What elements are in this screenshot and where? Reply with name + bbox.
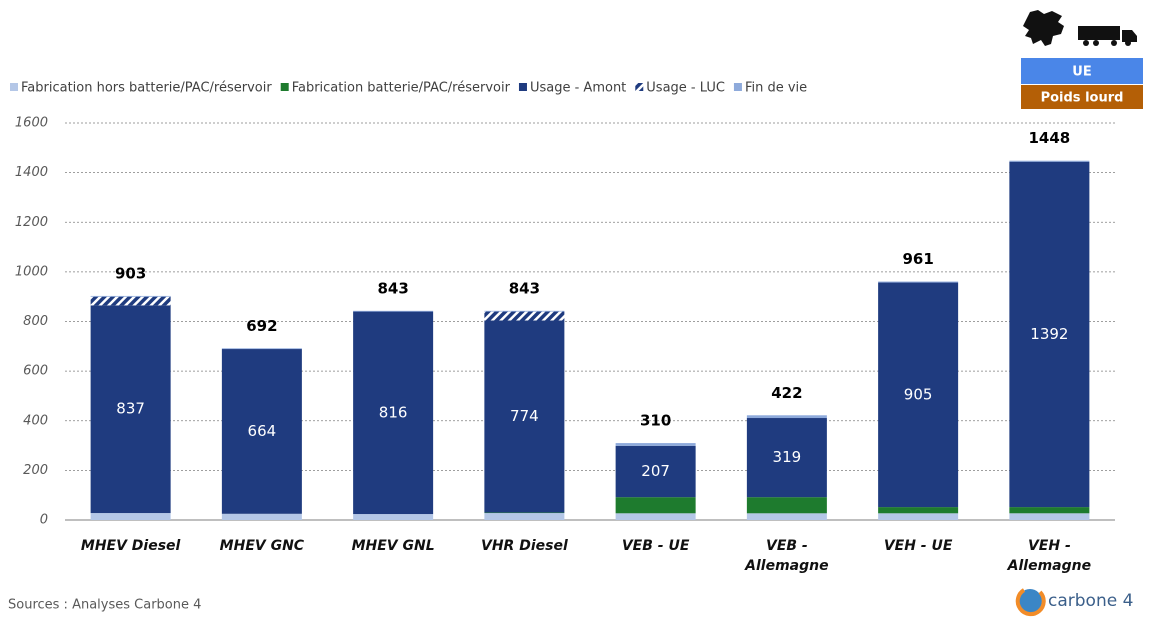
legend-label: Fabrication batterie/PAC/réservoir	[292, 81, 511, 96]
x-tick-label: MHEV GNL	[352, 538, 435, 554]
logo-mark	[1018, 589, 1044, 614]
x-tick-line: Allemagne	[744, 558, 828, 574]
x-tick-label: VEH - UE	[884, 538, 953, 554]
bar-segment	[484, 513, 564, 520]
europe-icon	[1023, 10, 1064, 46]
bar-segment	[222, 348, 302, 349]
bar-segment	[878, 507, 958, 513]
value-label: 1392	[1030, 325, 1068, 343]
legend-label: Usage - LUC	[646, 81, 725, 96]
y-tick-label: 1600	[15, 116, 48, 131]
x-tick-label: VEB - UE	[622, 538, 690, 554]
segment-label: Poids lourd	[1041, 91, 1124, 106]
bar-segment	[616, 513, 696, 520]
x-tick-line: VEH -	[1028, 538, 1071, 554]
y-tick-label: 1400	[15, 165, 48, 180]
bar-segment	[484, 311, 564, 312]
bar-segment	[1009, 513, 1089, 520]
x-tick-line: Allemagne	[1007, 558, 1091, 574]
bar-segment	[1009, 161, 1089, 162]
value-label: 837	[116, 400, 145, 418]
total-label: 961	[902, 250, 933, 268]
bar-segment	[616, 497, 696, 513]
value-label: 207	[641, 462, 670, 480]
legend-label: Fin de vie	[745, 81, 807, 96]
bar-segment	[353, 514, 433, 520]
total-label: 310	[640, 412, 671, 430]
y-tick-label: 400	[23, 413, 48, 428]
x-tick-line: VEB -	[766, 538, 808, 554]
y-tick-label: 1000	[15, 264, 48, 279]
value-label: 774	[510, 407, 539, 425]
bar-segment	[616, 443, 696, 446]
total-label: 843	[377, 279, 408, 297]
value-label: 664	[248, 422, 277, 440]
value-label: 905	[904, 385, 933, 403]
bar-segment	[222, 514, 302, 520]
legend-label: Fabrication hors batterie/PAC/réservoir	[21, 81, 272, 96]
y-tick-label: 200	[23, 463, 48, 478]
truck-icon	[1078, 26, 1137, 46]
bar-segment	[91, 513, 171, 520]
bar-segment	[91, 296, 171, 297]
total-label: 422	[771, 384, 802, 402]
legend-label: Usage - Amont	[530, 81, 626, 96]
total-label: 692	[246, 317, 277, 335]
bar-segment	[878, 282, 958, 283]
bar-segment	[878, 513, 958, 520]
x-tick-label: VEB - Allemagne	[744, 538, 828, 574]
bar-segment	[747, 513, 827, 520]
y-tick-label: 0	[40, 513, 48, 528]
y-tick-label: 800	[23, 314, 48, 329]
x-tick-label: MHEV Diesel	[81, 538, 181, 554]
total-label: 903	[115, 264, 146, 282]
bar-segment	[747, 497, 827, 513]
legend-swatch	[635, 83, 643, 91]
legend-swatch	[281, 83, 289, 91]
total-label: 843	[509, 279, 540, 297]
x-tick-label: MHEV GNC	[220, 538, 305, 554]
x-tick-label: VEH - Allemagne	[1007, 538, 1091, 574]
value-label: 816	[379, 403, 408, 421]
legend-swatch	[10, 83, 18, 91]
value-label: 319	[773, 448, 802, 466]
logo-text: carbone 4	[1048, 591, 1133, 611]
total-label: 1448	[1029, 129, 1071, 147]
legend-swatch	[519, 83, 527, 91]
y-tick-label: 1200	[15, 215, 48, 230]
bar-segment	[1009, 507, 1089, 513]
legend-swatch	[734, 83, 742, 91]
bar-segment	[91, 297, 171, 306]
bar-segment	[484, 312, 564, 321]
bar-segment	[353, 311, 433, 312]
source: Sources : Analyses Carbone 4	[8, 598, 201, 613]
region-label: UE	[1072, 65, 1091, 80]
bar-segment	[747, 415, 827, 418]
x-tick-label: VHR Diesel	[481, 538, 568, 554]
y-tick-label: 600	[23, 364, 48, 379]
